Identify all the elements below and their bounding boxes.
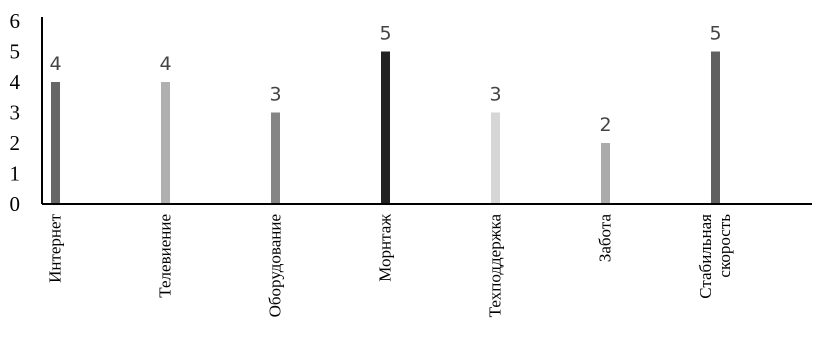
y-tick-label: 4 xyxy=(10,70,21,94)
data-label: 4 xyxy=(49,53,61,75)
bar xyxy=(51,82,60,204)
y-tick-label: 5 xyxy=(10,40,21,64)
category-label: Стабильная скорость xyxy=(696,214,734,299)
bar xyxy=(711,51,720,204)
category-label-line: Морнтаж xyxy=(376,214,395,282)
category-label: Телевиение xyxy=(156,214,175,298)
data-label: 5 xyxy=(709,23,721,45)
bar xyxy=(271,112,280,204)
category-label: Оборудование xyxy=(266,214,285,317)
y-tick-label: 6 xyxy=(10,9,21,33)
y-tick-label: 0 xyxy=(10,192,21,216)
category-label-line: Техподдержка xyxy=(486,214,505,318)
category-label: Забота xyxy=(596,214,615,263)
data-label: 3 xyxy=(489,84,501,106)
category-label-line: Телевиение xyxy=(156,214,175,298)
category-label-line: скорость xyxy=(715,214,734,278)
y-tick-label: 3 xyxy=(10,101,21,125)
category-labels: Интернет Телевиение Оборудование Морнтаж Тех… xyxy=(46,213,735,317)
data-label: 3 xyxy=(269,84,281,106)
data-labels: 4 4 3 5 3 2 5 xyxy=(49,23,721,137)
bar xyxy=(491,112,500,204)
bar xyxy=(161,82,170,204)
data-label: 4 xyxy=(159,53,171,75)
category-label-line: Оборудование xyxy=(266,214,285,317)
category-label-line: Интернет xyxy=(46,213,65,282)
category-label-line: Забота xyxy=(596,214,615,263)
y-tick-label: 2 xyxy=(10,131,21,155)
category-label: Морнтаж xyxy=(376,214,395,282)
data-label: 2 xyxy=(599,114,611,136)
bars xyxy=(51,51,720,204)
y-axis-ticks: 0 1 2 3 4 5 6 xyxy=(10,9,21,216)
data-label: 5 xyxy=(379,23,391,45)
bar xyxy=(601,143,610,204)
bar xyxy=(381,51,390,204)
category-label: Интернет xyxy=(46,213,65,282)
category-label-line: Стабильная xyxy=(696,214,715,299)
y-tick-label: 1 xyxy=(10,162,21,186)
category-label: Техподдержка xyxy=(486,214,505,318)
